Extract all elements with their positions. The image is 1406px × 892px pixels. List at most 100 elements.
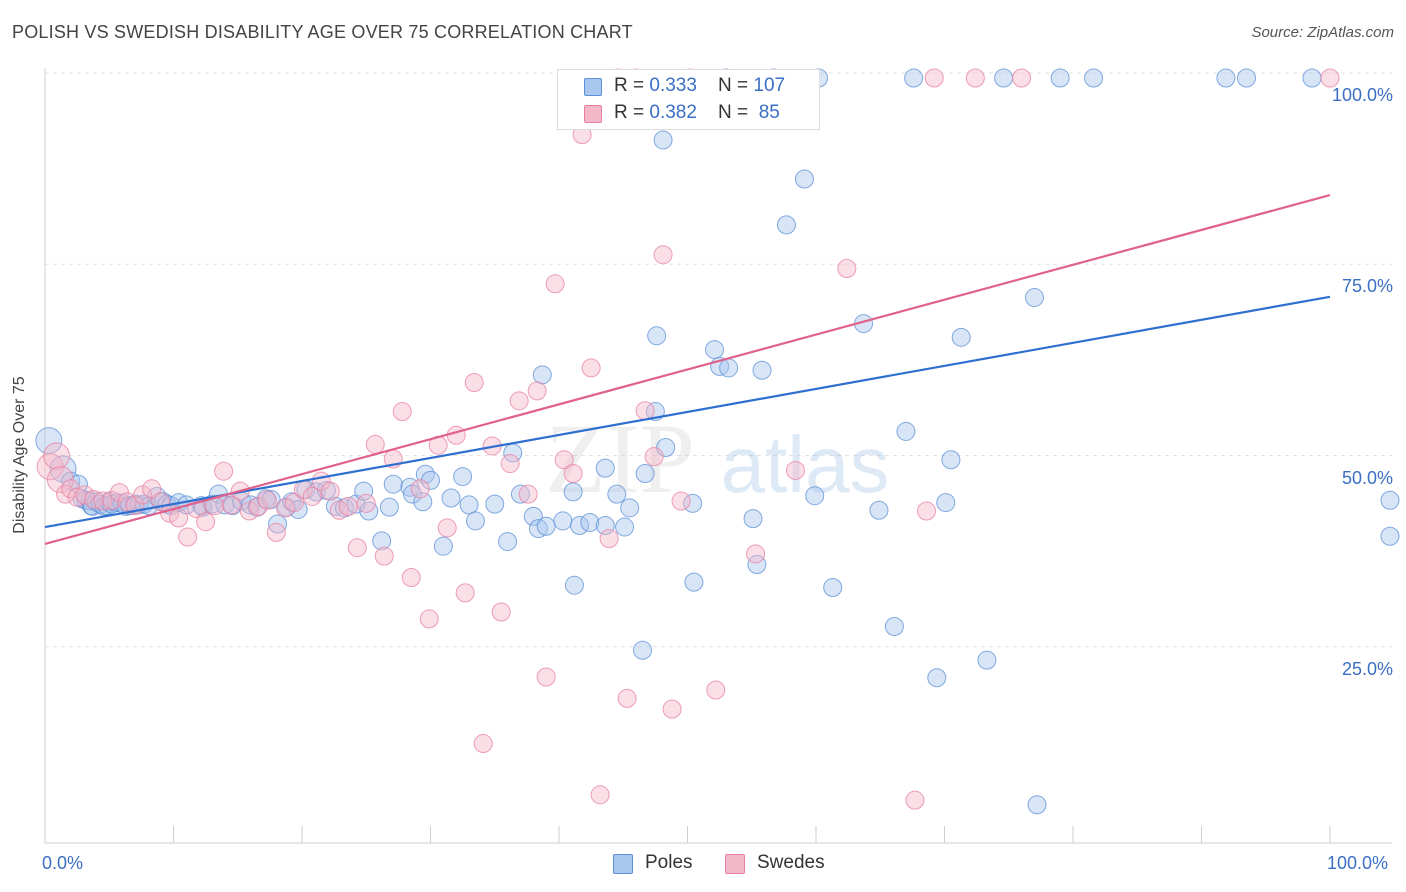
- data-point: [510, 484, 530, 504]
- data-point: [599, 529, 619, 549]
- data-point: [570, 516, 590, 536]
- data-point: [257, 490, 277, 510]
- legend-n-label: N =: [718, 102, 754, 123]
- series-legend: Poles Swedes: [0, 852, 1406, 878]
- data-point: [320, 481, 340, 501]
- data-point: [455, 583, 475, 603]
- x-tick-max: 100.0%: [1327, 853, 1389, 873]
- data-point: [56, 484, 76, 504]
- data-point: [719, 358, 739, 378]
- data-point: [1302, 68, 1322, 88]
- legend-r-value-poles: 0.333: [649, 75, 697, 96]
- data-point: [347, 538, 367, 558]
- data-point: [869, 500, 889, 520]
- data-point: [553, 511, 573, 531]
- trend-lines: [44, 193, 1331, 545]
- data-point: [453, 467, 473, 487]
- data-point: [528, 519, 548, 539]
- data-point: [410, 479, 430, 499]
- legend-swatch-poles: [613, 854, 633, 874]
- data-point: [1320, 68, 1340, 88]
- legend-r-label: R =: [614, 75, 650, 96]
- data-point: [509, 391, 529, 411]
- data-point: [401, 568, 421, 588]
- legend-n-value-swedes: 85: [753, 102, 780, 123]
- data-point: [518, 484, 538, 504]
- data-point: [684, 572, 704, 592]
- data-point: [823, 577, 843, 597]
- data-point: [214, 461, 234, 481]
- axes: [44, 68, 1392, 844]
- data-point: [356, 493, 376, 513]
- y-tick-label: 100.0%: [1331, 85, 1393, 105]
- data-point: [1236, 68, 1256, 88]
- data-point: [805, 486, 825, 506]
- data-point: [1024, 288, 1044, 308]
- trend-line: [44, 295, 1331, 529]
- y-tick-label: 25.0%: [1341, 658, 1393, 679]
- data-point: [656, 437, 676, 457]
- data-point: [647, 326, 667, 346]
- data-point: [359, 501, 379, 521]
- data-point: [644, 447, 664, 467]
- data-point: [365, 434, 385, 454]
- data-point: [746, 544, 766, 564]
- data-point: [924, 68, 944, 88]
- data-point: [635, 464, 655, 484]
- data-point: [653, 245, 673, 265]
- data-point: [615, 517, 635, 537]
- data-point: [752, 360, 772, 380]
- data-point: [1012, 68, 1032, 88]
- data-point: [927, 668, 947, 688]
- data-point: [196, 512, 216, 532]
- data-point: [747, 555, 767, 575]
- data-point: [653, 130, 673, 150]
- data-point: [536, 667, 556, 687]
- data-point: [743, 509, 763, 529]
- data-point: [917, 501, 937, 521]
- data-point: [441, 488, 461, 508]
- y-tick-label: 75.0%: [1341, 276, 1393, 297]
- series-poles: [35, 68, 1400, 815]
- chart-title: POLISH VS SWEDISH DISABILITY AGE OVER 75…: [12, 22, 633, 42]
- data-point: [500, 454, 520, 474]
- data-point: [302, 486, 322, 506]
- data-point: [437, 518, 457, 538]
- data-point: [994, 68, 1014, 88]
- watermark: ZIP atlas: [545, 403, 889, 514]
- data-point: [532, 365, 552, 385]
- data-point: [43, 442, 71, 470]
- data-point: [523, 506, 543, 526]
- data-point: [142, 479, 162, 499]
- data-point: [275, 498, 295, 518]
- data-point: [465, 511, 485, 531]
- data-point: [266, 522, 286, 542]
- source-label: Source: ZipAtlas.com: [1251, 24, 1394, 41]
- data-point: [837, 258, 857, 278]
- data-point: [433, 536, 453, 556]
- data-point: [896, 421, 916, 441]
- data-point: [564, 575, 584, 595]
- data-point: [785, 460, 805, 480]
- data-point: [1216, 68, 1236, 88]
- legend-swatch-swedes: [725, 854, 745, 874]
- stats-legend: R = 0.333 N = 107 R = 0.382 N = 85: [557, 69, 820, 130]
- legend-r-label: R =: [614, 102, 650, 123]
- data-point: [374, 546, 394, 566]
- data-point: [563, 482, 583, 502]
- data-point: [491, 602, 511, 622]
- watermark-atlas: atlas: [721, 420, 890, 509]
- watermark-zip: ZIP: [545, 403, 695, 514]
- data-point: [965, 68, 985, 88]
- data-point: [221, 495, 241, 515]
- data-point: [884, 617, 904, 637]
- data-point: [706, 680, 726, 700]
- data-point: [905, 790, 925, 810]
- data-point: [1084, 68, 1104, 88]
- data-point: [102, 490, 122, 510]
- data-point: [595, 458, 615, 478]
- data-point: [284, 493, 304, 513]
- data-point: [527, 381, 547, 401]
- data-point: [545, 274, 565, 294]
